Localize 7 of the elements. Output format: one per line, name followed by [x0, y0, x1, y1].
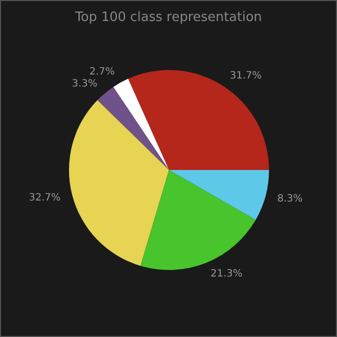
data-label: 8.3% [277, 193, 303, 204]
data-label: 21.3% [210, 268, 242, 280]
data-label: 31.7% [230, 70, 262, 82]
data-label: 32.7% [28, 192, 61, 204]
data-label: 2.7% [89, 66, 115, 78]
chart-title: Top 100 class representation [74, 10, 262, 25]
data-label: 3.3% [72, 78, 98, 90]
